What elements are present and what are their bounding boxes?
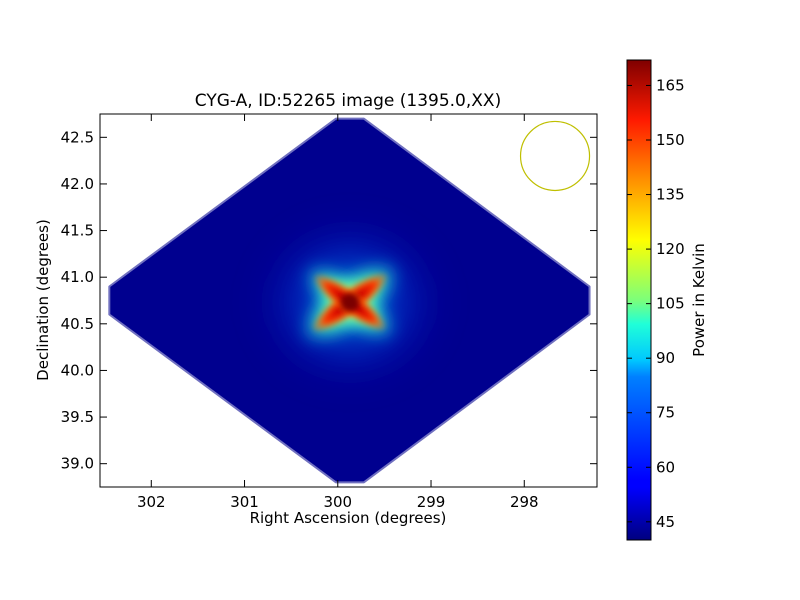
chart-title: CYG-A, ID:52265 image (1395.0,XX) bbox=[195, 91, 501, 111]
x-tick-label: 300 bbox=[323, 493, 352, 511]
colorbar-label: Power in Kelvin bbox=[690, 243, 708, 357]
y-tick-label: 39.0 bbox=[61, 455, 94, 473]
colorbar-tick-label: 60 bbox=[656, 458, 675, 476]
colorbar-tick-label: 90 bbox=[656, 349, 675, 367]
colorbar-tick-label: 165 bbox=[656, 76, 685, 94]
y-tick-label: 41.0 bbox=[61, 268, 94, 286]
x-tick-label: 299 bbox=[417, 493, 446, 511]
x-axis: 302 301 300 299 298 bbox=[137, 114, 539, 511]
y-tick-label: 40.0 bbox=[61, 361, 94, 379]
colorbar: 45 60 75 90 105 120 135 150 165 Power in Kelvin bbox=[626, 59, 708, 541]
colorbar-tick-label: 120 bbox=[656, 240, 685, 258]
y-axis-label: Declination (degrees) bbox=[34, 219, 52, 381]
x-tick-label: 301 bbox=[230, 493, 259, 511]
colorbar-tick-label: 150 bbox=[656, 131, 685, 149]
y-tick-label: 41.5 bbox=[61, 222, 94, 240]
colorbar-tick-label: 45 bbox=[656, 513, 675, 531]
x-tick-label: 302 bbox=[137, 493, 166, 511]
colorbar-gradient bbox=[626, 59, 652, 541]
colorbar-tick-label: 75 bbox=[656, 404, 675, 422]
y-axis: 39.0 39.5 40.0 40.5 41.0 41.5 42.0 42.5 bbox=[61, 128, 597, 473]
plot-frame bbox=[99, 113, 598, 488]
source-core bbox=[312, 273, 388, 332]
x-tick-label: 298 bbox=[510, 493, 539, 511]
core-peak bbox=[340, 293, 359, 312]
y-tick-label: 40.5 bbox=[61, 315, 94, 333]
colorbar-tick-label: 135 bbox=[656, 186, 685, 204]
y-tick-label: 39.5 bbox=[61, 408, 94, 426]
y-tick-label: 42.0 bbox=[61, 175, 94, 193]
colorbar-tick-label: 105 bbox=[656, 295, 685, 313]
colorbar-ticks: 45 60 75 90 105 120 135 150 165 bbox=[627, 76, 685, 531]
beam-circle bbox=[519, 120, 591, 192]
x-axis-label: Right Ascension (degrees) bbox=[250, 509, 447, 527]
plot-area bbox=[100, 114, 597, 487]
y-tick-label: 42.5 bbox=[61, 128, 94, 146]
